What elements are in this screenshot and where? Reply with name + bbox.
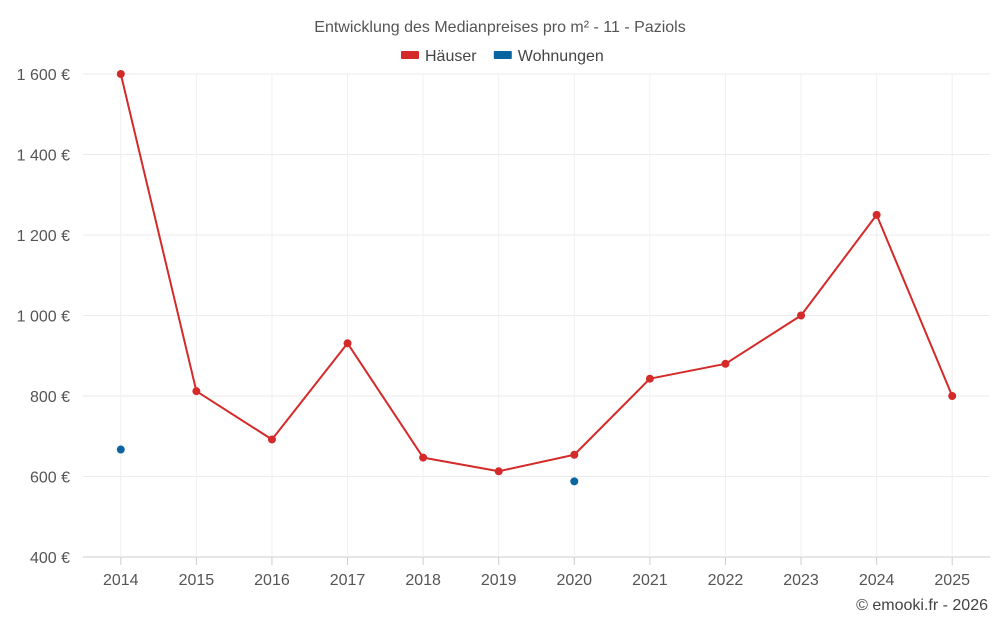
x-tick-label: 2017 [330,572,366,589]
data-point[interactable] [645,374,654,383]
y-tick-label: 1 200 € [17,228,70,245]
data-point[interactable] [116,70,125,78]
x-tick-label: 2016 [254,572,290,589]
x-tick-label: 2021 [632,572,668,589]
x-tick-label: 2024 [859,572,895,589]
data-point[interactable] [872,210,881,219]
data-point[interactable] [721,359,730,368]
x-axis: 2014 2015 2016 2017 2018 2019 2020 2021 2022 2023… [103,557,970,589]
series-line [119,73,954,473]
x-tick-label: 2018 [405,572,441,589]
series-layer [116,70,957,486]
data-point[interactable] [948,392,957,400]
data-point[interactable] [494,467,503,476]
y-tick-label: 1 600 € [17,67,70,84]
x-tick-label: 2022 [708,572,744,589]
x-tick-label: 2019 [481,572,517,589]
data-point[interactable] [343,339,352,348]
series-wohnungen [116,445,579,486]
y-tick-label: 1 000 € [17,309,70,326]
legend-swatch [401,51,419,59]
copyright-text: © emooki.fr - 2026 [856,597,988,614]
legend-label: Wohnungen [518,48,604,65]
y-tick-label: 400 € [30,550,70,567]
grid [83,73,990,558]
x-tick-label: 2014 [103,572,139,589]
data-point[interactable] [797,311,806,320]
x-tick-label: 2015 [179,572,215,589]
data-point[interactable] [419,453,428,462]
x-tick-label: 2023 [783,572,819,589]
data-point[interactable] [116,445,125,454]
legend-item[interactable]: Wohnungen [493,48,604,65]
y-axis: 400 € 600 € 800 € 1 000 € 1 200 € 1 400 € 1 60… [17,67,70,567]
x-tick-label: 2020 [556,572,592,589]
y-tick-label: 600 € [30,470,70,487]
y-tick-label: 800 € [30,389,70,406]
legend-label: Häuser [425,48,477,65]
data-point[interactable] [570,450,579,459]
legend-swatch [493,51,512,59]
data-point[interactable] [192,387,201,396]
legend-item[interactable]: Häuser [401,48,477,65]
legend: Häuser Wohnungen [401,48,604,65]
x-tick-label: 2025 [934,572,970,589]
chart-title: Entwicklung des Medianpreises pro m² - 1… [314,19,685,36]
data-point[interactable] [570,477,579,486]
series-haeuser [116,70,957,476]
data-point[interactable] [267,435,276,444]
y-tick-label: 1 400 € [17,148,70,165]
